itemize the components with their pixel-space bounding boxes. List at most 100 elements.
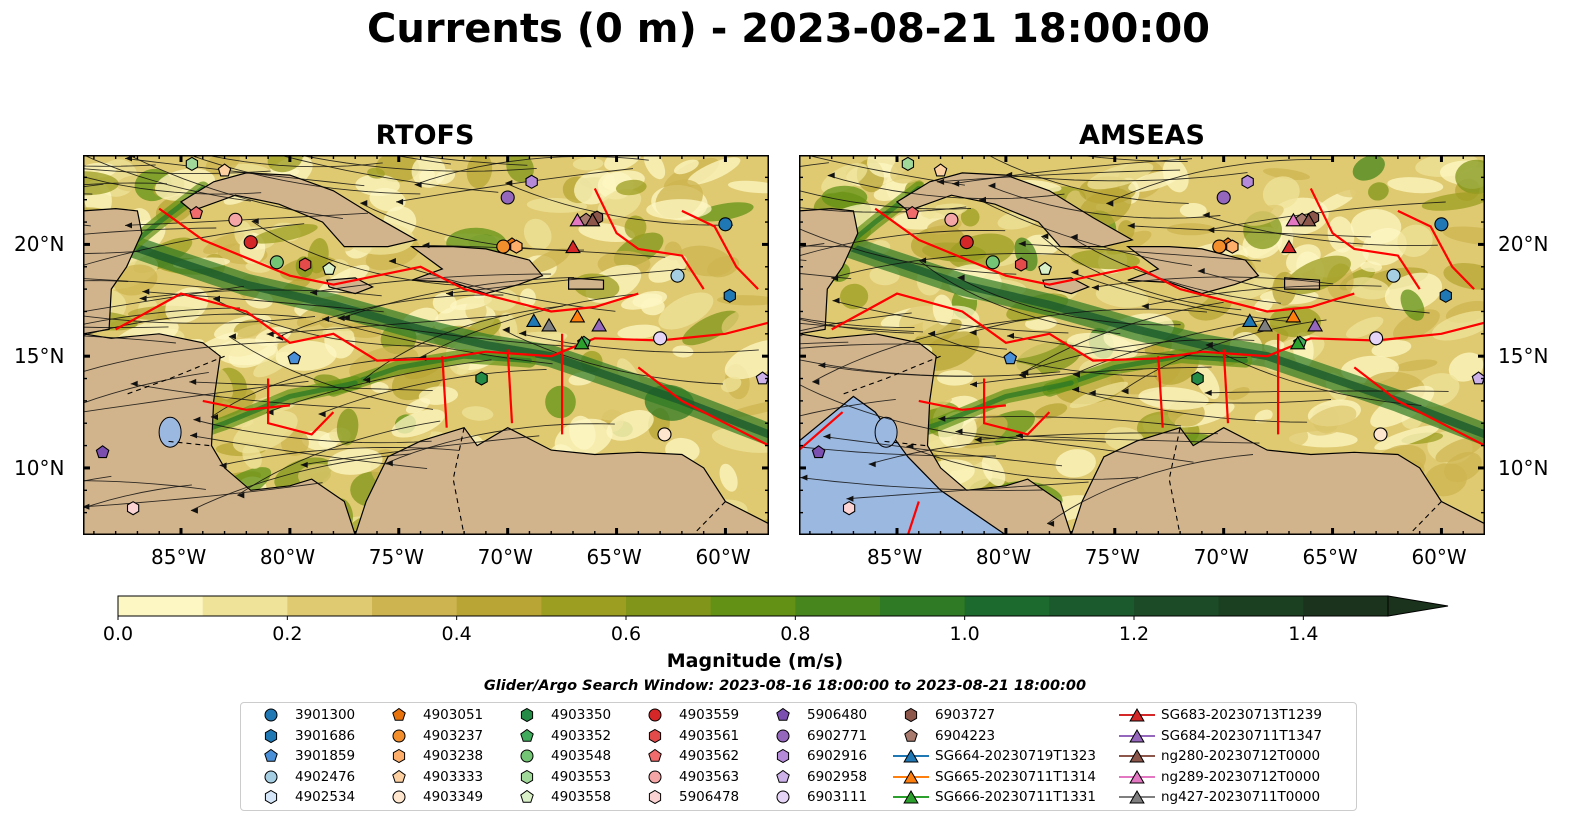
lon-tick-label: 80°W: [975, 545, 1032, 569]
current-patch: [1069, 381, 1129, 409]
eez-boundary: [983, 378, 1051, 436]
streamline: [799, 446, 996, 457]
map-frame: [83, 155, 769, 535]
streamline: [83, 313, 307, 337]
marker-5906480: [811, 445, 826, 459]
streamline-arrow: [318, 411, 326, 418]
streamline-arrow: [979, 196, 986, 203]
streamline: [190, 434, 428, 470]
lat-tick-label-right: 20°N: [1498, 232, 1549, 257]
legend-label: 4903562: [679, 748, 740, 764]
eez-boundary: [506, 349, 514, 424]
marker-6903111: [1369, 331, 1384, 346]
legend-marker: [893, 748, 929, 763]
streamline-arrow: [868, 461, 876, 468]
streamline: [83, 278, 239, 291]
streamline: [219, 446, 460, 466]
streamline: [277, 155, 499, 193]
lake: [158, 416, 182, 448]
marker-4903561: [1014, 257, 1028, 272]
current-core: [805, 229, 1485, 439]
current-patch: [1245, 204, 1284, 226]
streamline: [799, 272, 852, 280]
streamline: [190, 453, 411, 512]
colorbar-segment: [880, 596, 966, 616]
current-patch: [1306, 405, 1357, 436]
current-patch: [719, 463, 738, 492]
map-svg: [83, 154, 770, 536]
marker-SG665-20230711T1314: [569, 308, 586, 323]
streamline: [1204, 390, 1449, 394]
current-patch: [449, 295, 493, 311]
legend-marker: [1119, 769, 1155, 783]
current-patch: [545, 385, 576, 419]
legend-marker: [264, 708, 278, 722]
current-patch: [597, 189, 642, 220]
lon-tick-label: 65°W: [586, 545, 642, 569]
streamline: [804, 155, 965, 186]
current-patch: [890, 155, 948, 184]
colorbar-tick-label: 0.0: [102, 623, 134, 645]
legend-label: 4902476: [295, 768, 356, 785]
eez-boundary: [1309, 188, 1421, 290]
legend-marker: [904, 728, 918, 742]
streamline-arrow: [1005, 171, 1013, 178]
marker-SG664-20230719T1323: [525, 313, 542, 327]
streamline-arrow: [1204, 389, 1212, 396]
current-patch: [1106, 230, 1152, 255]
current-patch: [1435, 436, 1484, 463]
streamline: [83, 176, 262, 195]
streamline: [445, 268, 687, 295]
legend-label: 6903111: [807, 789, 868, 805]
legend-label: ng289-20230712T0000: [1161, 768, 1321, 785]
marker-SG665-20230711T1314: [1285, 308, 1302, 323]
colorbar-segment: [795, 596, 881, 616]
streamline: [1006, 335, 1248, 359]
colorbar-tick-label: 0.8: [780, 623, 811, 645]
lon-tick-label: 60°W: [695, 545, 751, 569]
marker-3901300: [1434, 217, 1449, 232]
marker-SG683-20230713T1239: [1281, 239, 1297, 254]
streamline-arrow: [1018, 240, 1026, 247]
streamline-arrow: [1127, 222, 1135, 229]
streamline: [969, 308, 1208, 334]
marker-4903558: [322, 261, 336, 275]
current-patch: [1227, 387, 1250, 400]
current-patch: [1345, 277, 1390, 300]
marker-6902771: [1216, 190, 1231, 205]
eez-boundary: [1222, 349, 1230, 424]
streamline: [1141, 285, 1382, 307]
lake: [874, 416, 898, 448]
colorbar-segment: [287, 596, 373, 616]
streamline-arrow: [1091, 284, 1099, 291]
streamline: [799, 312, 912, 332]
legend-marker: [392, 790, 406, 804]
streamline: [1121, 319, 1327, 392]
streamline-arrow: [919, 257, 927, 264]
current-patch: [932, 294, 954, 326]
legend-label: 4903548: [551, 748, 612, 764]
legend-label: 3901859: [295, 748, 356, 764]
streamline: [83, 250, 140, 255]
current-patch: [646, 199, 712, 220]
streamline-arrow: [1070, 233, 1078, 240]
current-patch: [672, 345, 694, 358]
streamline: [1018, 243, 1261, 262]
current-patch: [1034, 403, 1068, 420]
streamline: [83, 155, 251, 202]
streamline-arrow: [446, 290, 453, 297]
legend-label: 4903559: [679, 707, 740, 723]
streamline: [823, 436, 1063, 467]
streamline: [388, 260, 616, 312]
marker-4903350: [1191, 371, 1204, 386]
legend-label: 4903563: [679, 768, 740, 785]
current-patch: [658, 292, 714, 330]
streamline: [955, 431, 1194, 463]
colorbar-tick-label: 0.4: [441, 623, 472, 645]
lon-tick-label: 80°W: [259, 545, 316, 569]
marker-4903561: [298, 257, 312, 272]
streamline-arrow: [812, 379, 820, 385]
legend-marker: [264, 728, 278, 743]
streamline-arrow: [928, 330, 936, 337]
current-patch: [1263, 168, 1310, 181]
